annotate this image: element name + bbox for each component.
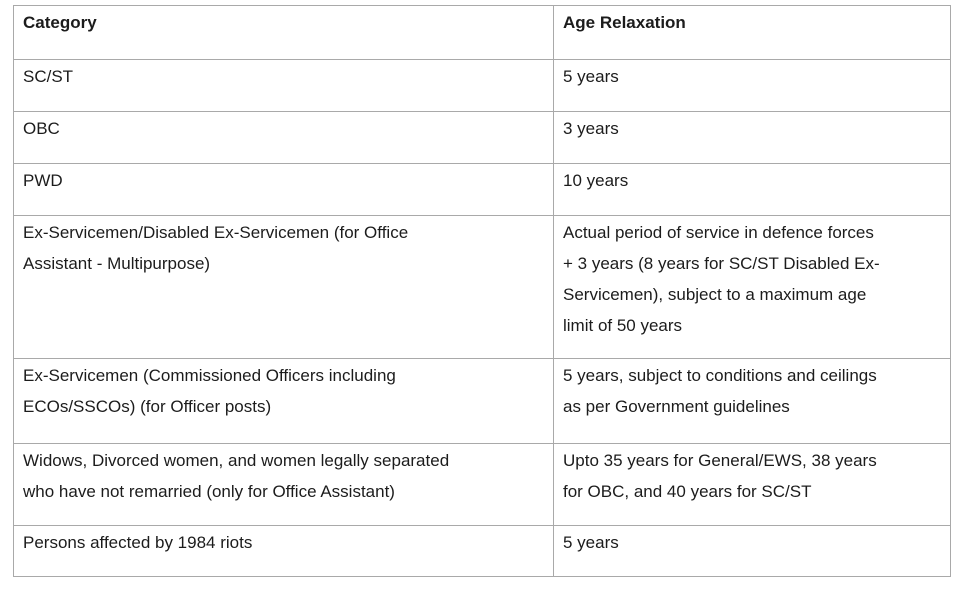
table-row-obc: OBC 3 years [13,111,951,164]
table-row-ex-servicemen-officers: Ex-Servicemen (Commissioned Officers inc… [13,358,951,444]
age-relaxation-table: Category Age Relaxation SC/ST 5 years OB… [13,5,951,577]
relaxation-cell: 5 years [553,525,951,577]
column-header-age-relaxation: Age Relaxation [553,5,951,60]
table-row-widows-divorced: Widows, Divorced women, and women legall… [13,443,951,526]
column-header-category: Category [13,5,554,60]
relaxation-cell: 5 years [553,59,951,112]
category-cell: Widows, Divorced women, and women legall… [13,443,554,526]
table-row-ex-servicemen-disabled: Ex-Servicemen/Disabled Ex-Servicemen (fo… [13,215,951,359]
relaxation-cell: Actual period of service in defence forc… [553,215,951,359]
header-row: Category Age Relaxation [13,5,951,60]
relaxation-cell: 5 years, subject to conditions and ceili… [553,358,951,444]
table-row-1984-riots: Persons affected by 1984 riots 5 years [13,525,951,577]
table-row-pwd: PWD 10 years [13,163,951,216]
category-cell: Ex-Servicemen/Disabled Ex-Servicemen (fo… [13,215,554,359]
category-cell: Persons affected by 1984 riots [13,525,554,577]
relaxation-cell: Upto 35 years for General/EWS, 38 years … [553,443,951,526]
category-cell: SC/ST [13,59,554,112]
relaxation-cell: 10 years [553,163,951,216]
category-cell: Ex-Servicemen (Commissioned Officers inc… [13,358,554,444]
relaxation-cell: 3 years [553,111,951,164]
category-cell: OBC [13,111,554,164]
table-row-sc-st: SC/ST 5 years [13,59,951,112]
category-cell: PWD [13,163,554,216]
